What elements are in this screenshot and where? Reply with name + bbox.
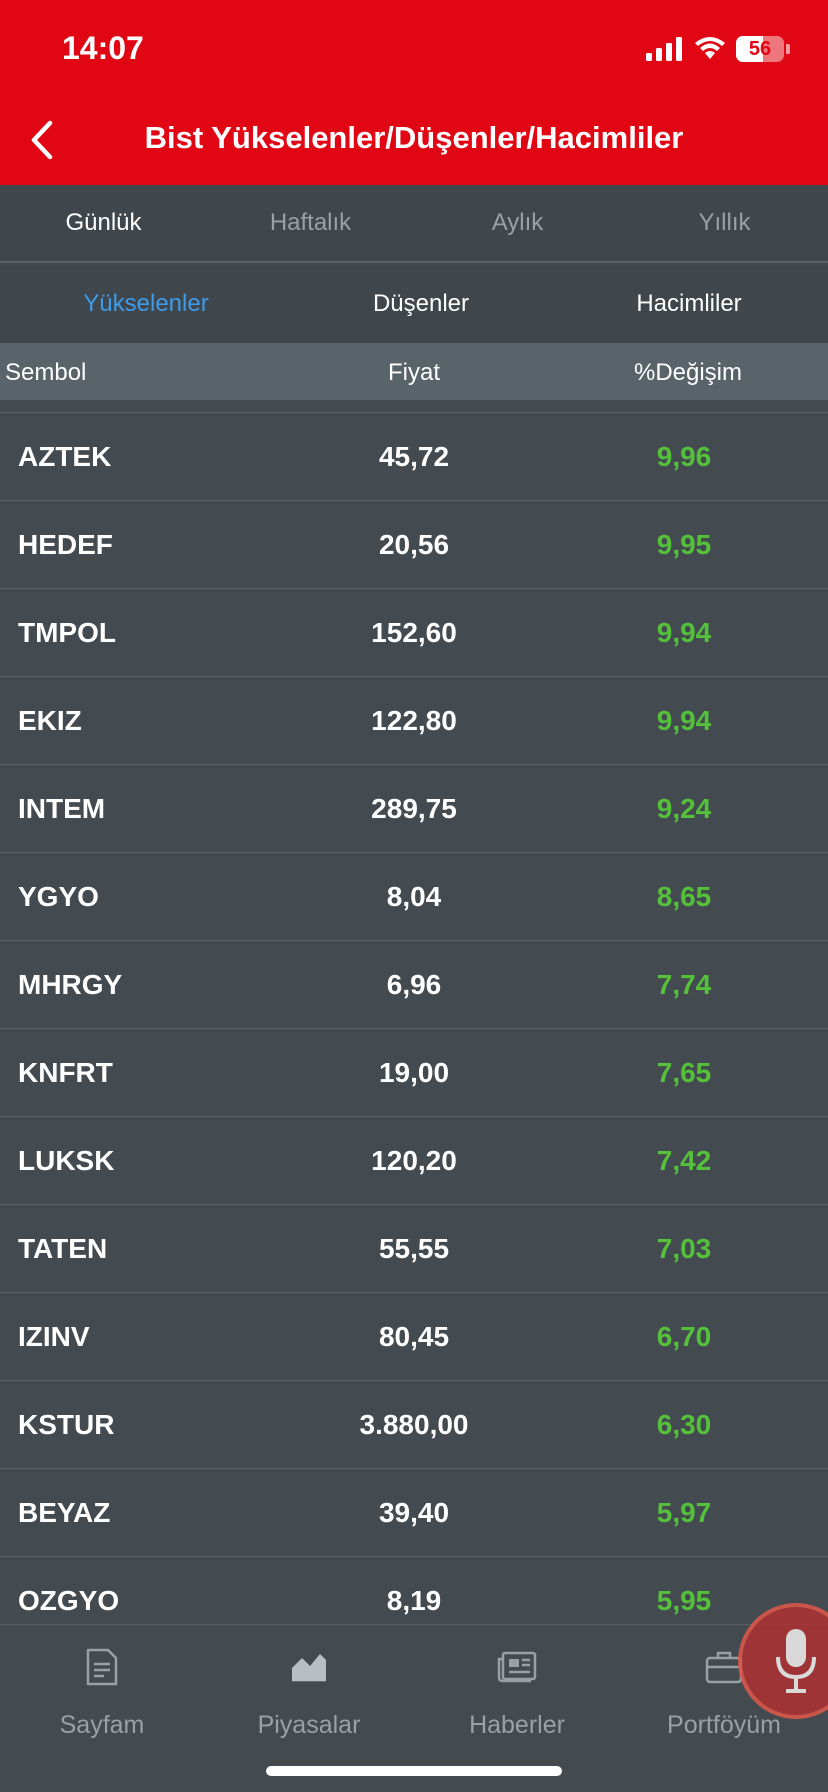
document-icon — [86, 1648, 118, 1686]
stock-table: AZTEK 45,72 9,96 HEDEF 20,56 9,95 TMPOL 152,6… — [0, 412, 828, 1645]
row-price: 20,56 — [378, 529, 450, 560]
row-change: 6,30 — [656, 1409, 712, 1440]
row-symbol: TMPOL — [18, 617, 116, 648]
row-change: 9,96 — [656, 441, 712, 472]
row-symbol: AZTEK — [18, 441, 112, 472]
voice-assistant-button[interactable] — [738, 1603, 828, 1719]
row-symbol: LUKSK — [18, 1145, 115, 1176]
row-change: 7,74 — [656, 969, 712, 1000]
row-symbol: YGYO — [18, 881, 99, 912]
row-price: 55,55 — [378, 1233, 450, 1264]
row-change: 9,94 — [656, 617, 712, 648]
row-price: 152,60 — [371, 617, 457, 648]
back-button[interactable] — [20, 114, 64, 166]
table-row[interactable]: INTEM 289,75 9,24 — [0, 765, 828, 853]
app-header: 14:07 56 Bist Yükselenler/Düşenler/Hacim… — [0, 0, 828, 185]
nav-label: Haberler — [469, 1711, 565, 1739]
tab-losers[interactable]: Düşenler — [372, 290, 470, 317]
newspaper-icon — [497, 1651, 537, 1683]
table-header: Sembol Fiyat %Değişim — [0, 343, 828, 400]
tab-volume[interactable]: Hacimliler — [636, 290, 742, 317]
row-symbol: KSTUR — [18, 1409, 115, 1440]
tab-weekly[interactable]: Haftalık — [269, 209, 352, 236]
row-price: 19,00 — [378, 1057, 450, 1088]
nav-item-haberler[interactable]: Haberler — [427, 1645, 607, 1740]
row-change: 9,94 — [656, 705, 712, 736]
microphone-icon — [776, 1629, 816, 1693]
status-icons: 56 — [646, 34, 790, 64]
table-row[interactable]: KSTUR 3.880,00 6,30 — [0, 1381, 828, 1469]
nav-label: Piyasalar — [257, 1711, 361, 1739]
table-row[interactable]: EKIZ 122,80 9,94 — [0, 677, 828, 765]
cellular-signal-icon — [646, 37, 682, 61]
table-row[interactable]: TMPOL 152,60 9,94 — [0, 589, 828, 677]
row-symbol: EKIZ — [18, 705, 82, 736]
tab-gainers[interactable]: Yükselenler — [83, 290, 209, 317]
home-indicator — [266, 1766, 562, 1776]
row-change: 5,97 — [656, 1497, 712, 1528]
row-price: 39,40 — [378, 1497, 450, 1528]
type-tabs: Yükselenler Düşenler Hacimliler — [0, 265, 828, 343]
row-price: 8,19 — [386, 1585, 442, 1616]
column-header-change[interactable]: %Değişim — [633, 359, 743, 386]
row-symbol: INTEM — [18, 793, 106, 824]
table-row[interactable]: KNFRT 19,00 7,65 — [0, 1029, 828, 1117]
table-row[interactable]: MHRGY 6,96 7,74 — [0, 941, 828, 1029]
column-header-price[interactable]: Fiyat — [387, 359, 440, 386]
status-time: 14:07 — [62, 30, 144, 66]
row-change: 7,03 — [656, 1233, 712, 1264]
row-symbol: TATEN — [18, 1233, 108, 1264]
row-symbol: BEYAZ — [18, 1497, 111, 1528]
table-row[interactable]: TATEN 55,55 7,03 — [0, 1205, 828, 1293]
row-change: 7,65 — [656, 1057, 712, 1088]
row-change: 9,24 — [656, 793, 712, 824]
bottom-nav: Sayfam Piyasalar Haberler — [0, 1624, 828, 1792]
page-title: Bist Yükselenler/Düşenler/Hacimliler — [144, 120, 684, 155]
row-change: 5,95 — [656, 1585, 712, 1616]
table-row[interactable]: HEDEF 20,56 9,95 — [0, 501, 828, 589]
row-price: 8,04 — [386, 881, 442, 912]
nav-item-piyasalar[interactable]: Piyasalar — [219, 1645, 399, 1740]
row-symbol: KNFRT — [18, 1057, 113, 1088]
row-price: 289,75 — [371, 793, 457, 824]
row-change: 7,42 — [656, 1145, 712, 1176]
row-price: 120,20 — [371, 1145, 457, 1176]
table-row[interactable]: IZINV 80,45 6,70 — [0, 1293, 828, 1381]
row-change: 8,65 — [656, 881, 712, 912]
table-row[interactable]: OZGYO 8,19 5,95 — [0, 1557, 828, 1645]
column-header-symbol[interactable]: Sembol — [5, 359, 87, 386]
tab-yearly[interactable]: Yıllık — [698, 209, 751, 236]
tab-monthly[interactable]: Aylık — [491, 209, 544, 236]
wifi-icon — [695, 37, 725, 59]
nav-label: Sayfam — [59, 1711, 145, 1739]
row-symbol: OZGYO — [18, 1585, 120, 1616]
row-change: 9,95 — [656, 529, 712, 560]
table-row[interactable]: LUKSK 120,20 7,42 — [0, 1117, 828, 1205]
nav-label: Portföyüm — [667, 1711, 781, 1739]
row-symbol: HEDEF — [18, 529, 113, 560]
table-row[interactable]: YGYO 8,04 8,65 — [0, 853, 828, 941]
table-row[interactable]: BEYAZ 39,40 5,97 — [0, 1469, 828, 1557]
battery-level: 56 — [748, 37, 772, 60]
period-tabs: Günlük Haftalık Aylık Yıllık — [0, 185, 828, 263]
row-symbol: MHRGY — [18, 969, 123, 1000]
battery-icon: 56 — [736, 36, 784, 62]
row-price: 45,72 — [378, 441, 450, 472]
row-symbol: IZINV — [18, 1321, 90, 1352]
row-price: 3.880,00 — [359, 1409, 469, 1440]
row-price: 6,96 — [386, 969, 442, 1000]
row-price: 80,45 — [378, 1321, 450, 1352]
row-price: 122,80 — [371, 705, 457, 736]
nav-item-sayfam[interactable]: Sayfam — [12, 1645, 192, 1740]
table-row[interactable]: AZTEK 45,72 9,96 — [0, 413, 828, 501]
row-change: 6,70 — [656, 1321, 712, 1352]
chevron-left-icon — [31, 120, 53, 160]
tab-daily[interactable]: Günlük — [65, 209, 142, 236]
market-chart-icon — [292, 1654, 326, 1682]
